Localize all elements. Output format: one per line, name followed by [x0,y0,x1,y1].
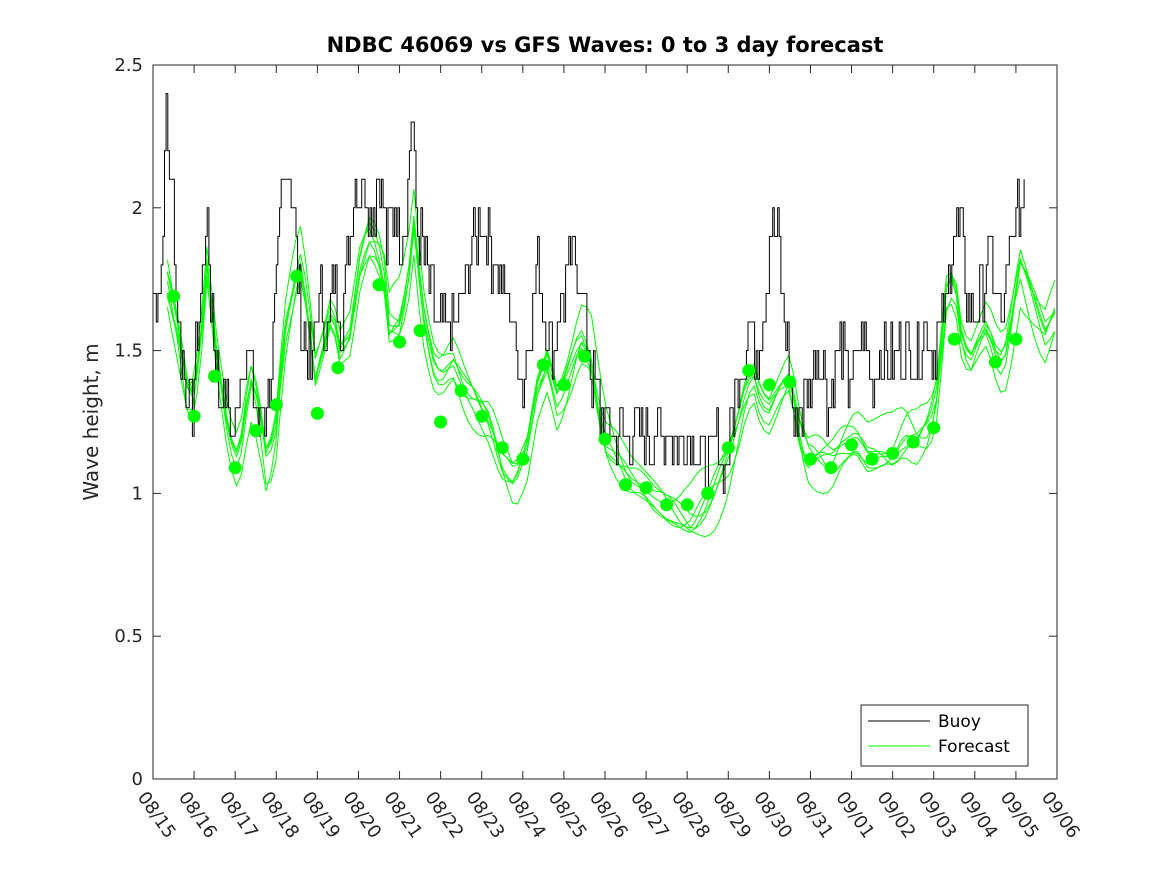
y-tick-label: 0 [132,769,143,790]
forecast-line [166,189,1056,505]
forecast-point [557,378,571,392]
y-axis-label: Wave height, m [79,343,103,500]
y-tick-label: 2.5 [114,55,143,76]
forecast-point [947,332,961,346]
legend-buoy-label: Buoy [938,712,981,732]
forecast-point [290,269,304,283]
buoy-line [153,93,1025,494]
forecast-point [783,375,797,389]
forecast-point [372,278,386,292]
forecast-point [310,406,324,420]
series-group [153,93,1056,538]
y-tick-label: 1 [132,483,143,504]
legend: Buoy Forecast [860,704,1029,767]
forecast-point [331,361,345,375]
chart-title: NDBC 46069 vs GFS Waves: 0 to 3 day fore… [327,33,884,57]
forecast-line [166,255,1056,538]
forecast-point [536,358,550,372]
forecast-point [598,432,612,446]
axes-box [152,64,1058,780]
forecast-point [454,384,468,398]
y-tick-label: 1.5 [114,341,143,362]
forecast-point [228,461,242,475]
forecast-point [886,446,900,460]
forecast-point [701,486,715,500]
forecast-point [167,289,180,303]
forecast-point [413,324,427,338]
forecast-point [434,415,448,429]
legend-box [860,704,1029,767]
forecast-line [166,216,1056,517]
forecast-point [804,452,817,466]
forecast-point [269,398,283,412]
legend-forecast-label: Forecast [938,737,1010,757]
forecast-point [495,441,509,455]
y-tick-label: 2 [132,198,143,219]
forecast-point [660,498,674,512]
forecast-point [619,478,632,492]
forecast-point [865,452,879,466]
forecast-line [166,222,1056,533]
forecast-point [845,438,858,452]
forecast-point [927,421,941,435]
forecast-point [578,349,591,363]
forecast-point [393,335,406,349]
forecast-point [721,441,735,455]
forecast-point [742,364,756,378]
forecast-point [762,378,776,392]
forecast-point [516,452,530,466]
forecast-point [187,409,201,423]
forecast-point [988,355,1002,369]
forecast-point [249,424,263,438]
y-axis-ticks: 0 0.5 1 1.5 2 2.5 [114,55,1057,790]
forecast-point [824,461,838,475]
forecast-point [208,369,222,383]
forecast-point [680,498,694,512]
forecast-point [475,409,489,423]
y-tick-label: 0.5 [114,626,143,647]
forecast-point [906,435,920,449]
forecast-point [639,481,653,495]
forecast-point [1009,332,1023,346]
